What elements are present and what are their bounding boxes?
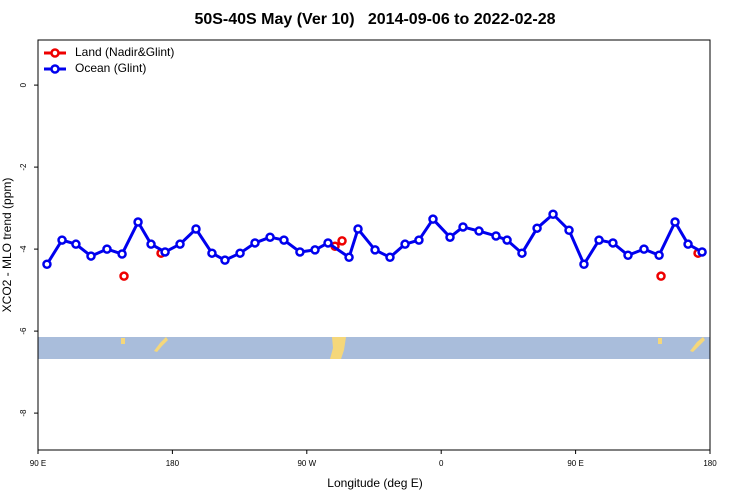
point: [428, 214, 438, 224]
y-tick-label: 0: [19, 82, 28, 87]
point: [86, 251, 96, 261]
point: [502, 235, 512, 245]
legend-label: Ocean (Glint): [75, 61, 146, 75]
x-tick-label: 180: [703, 459, 717, 468]
point: [119, 271, 129, 281]
x-tick-label: 90 E: [567, 459, 583, 468]
point: [491, 231, 501, 241]
y-tick-label: -2: [19, 163, 28, 171]
point: [191, 224, 201, 234]
point: [279, 235, 289, 245]
point: [337, 236, 347, 246]
point: [458, 222, 468, 232]
point: [133, 217, 143, 227]
point: [370, 245, 380, 255]
y-axis-label: XCO2 - MLO trend (ppm): [0, 178, 14, 313]
point: [235, 248, 245, 258]
point: [295, 247, 305, 257]
point: [548, 209, 558, 219]
point: [517, 248, 527, 258]
point: [623, 250, 633, 260]
point: [102, 244, 112, 254]
point: [608, 238, 618, 248]
x-tick-label: 180: [166, 459, 180, 468]
point: [400, 239, 410, 249]
chart-title: 50S-40S May (Ver 10) 2014-09-06 to 2022-…: [194, 11, 555, 28]
point: [639, 244, 649, 254]
map-strip: [38, 337, 710, 359]
point: [250, 238, 260, 248]
point: [353, 224, 363, 234]
point: [474, 226, 484, 236]
point: [656, 271, 666, 281]
point: [532, 223, 542, 233]
point: [344, 252, 354, 263]
point: [71, 239, 81, 249]
x-tick-label: 90 E: [30, 459, 46, 468]
point: [670, 217, 680, 227]
x-tick-label: 90 W: [297, 459, 316, 468]
legend-marker: [50, 64, 60, 74]
point: [310, 245, 320, 255]
point: [594, 235, 604, 245]
point: [160, 247, 170, 257]
point: [385, 252, 395, 263]
point: [175, 239, 185, 249]
y-tick-label: -4: [19, 245, 28, 253]
y-tick-label: -6: [19, 327, 28, 335]
point: [42, 259, 52, 270]
point: [414, 235, 424, 245]
point: [564, 225, 574, 235]
point: [654, 250, 664, 260]
y-tick-label: -8: [19, 409, 28, 417]
point: [323, 238, 333, 248]
x-tick-label: 0: [439, 459, 444, 468]
legend-label: Land (Nadir&Glint): [75, 45, 174, 59]
point: [207, 248, 217, 258]
point: [57, 235, 67, 245]
point: [220, 255, 230, 265]
point: [265, 232, 275, 242]
point: [697, 247, 707, 257]
point: [146, 239, 156, 249]
point: [683, 239, 693, 249]
series-line: [45, 212, 703, 266]
point: [445, 232, 455, 242]
point: [579, 259, 589, 270]
point: [117, 249, 127, 259]
plot-frame: [37, 39, 711, 451]
legend-marker: [50, 48, 60, 58]
x-axis-label: Longitude (deg E): [327, 476, 422, 490]
